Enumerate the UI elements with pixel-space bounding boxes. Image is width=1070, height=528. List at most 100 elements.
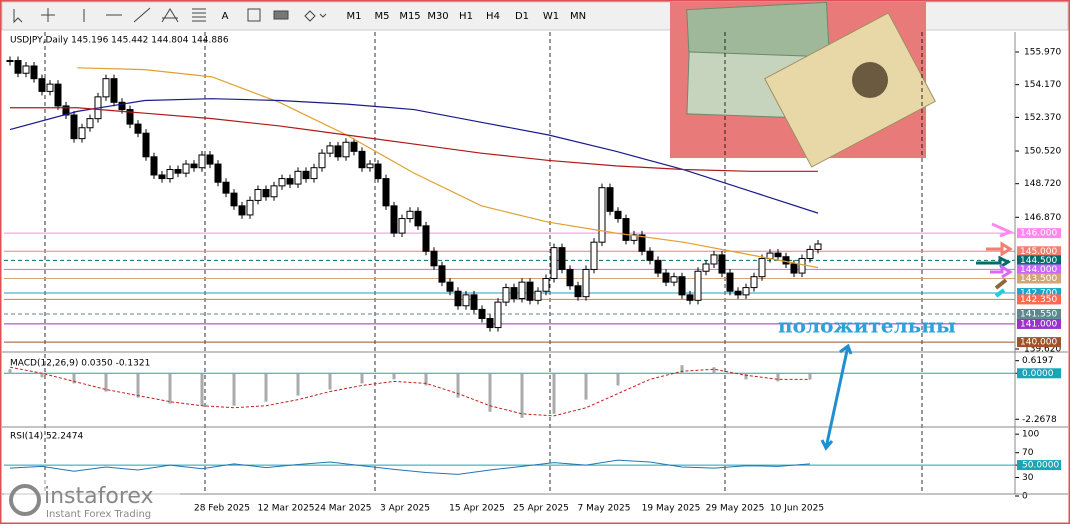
candle [382, 174, 390, 210]
candle-body [566, 268, 574, 287]
candle [334, 141, 342, 161]
candle [582, 265, 590, 301]
candle [534, 287, 542, 305]
date-label: 24 Mar 2025 [314, 504, 371, 514]
candle-body [462, 294, 470, 307]
candle [230, 189, 238, 210]
price-label: 154.170 [1024, 80, 1061, 90]
level-label: 142.350 [1020, 295, 1057, 305]
rect-icon[interactable] [273, 10, 289, 20]
date-label: 25 Apr 2025 [513, 504, 569, 514]
fibo-grid-icon[interactable] [192, 8, 206, 22]
text-tool[interactable]: A [222, 11, 229, 22]
fibo-icon[interactable] [161, 8, 179, 23]
candle [278, 174, 286, 190]
candle-body [542, 278, 550, 292]
timeframe-button[interactable]: H1 [459, 11, 473, 22]
candle [566, 265, 574, 290]
candle [174, 165, 182, 178]
candle-body [278, 178, 286, 187]
level-label: 140.000 [1020, 338, 1057, 348]
crosshair-icon[interactable] [41, 8, 55, 22]
candle [86, 114, 94, 132]
candle-body [758, 258, 766, 278]
candle [54, 80, 62, 110]
candle [630, 230, 638, 245]
level-tag [1017, 228, 1061, 239]
price-label: 155.970 [1024, 47, 1061, 57]
candle [214, 160, 222, 187]
candle [734, 287, 742, 299]
candle [502, 283, 510, 307]
date-label: 15 Apr 2025 [449, 504, 505, 514]
candle-body [598, 187, 606, 243]
timeframe-button[interactable]: M15 [399, 11, 420, 22]
candle-body [158, 174, 166, 180]
candle [78, 123, 86, 143]
candle-body [166, 169, 174, 180]
timeframe-button[interactable]: W1 [543, 11, 559, 22]
candle [702, 259, 710, 276]
cursor-icon[interactable] [13, 9, 23, 24]
timeframe-button[interactable]: M30 [427, 11, 448, 22]
candle-body [742, 287, 750, 296]
level-tag [1017, 273, 1061, 284]
candle [590, 238, 598, 274]
candle-body [110, 78, 118, 103]
candle-body [694, 270, 702, 301]
level-tag [1017, 294, 1061, 305]
timeframe-button[interactable]: D1 [515, 11, 529, 22]
candle-body [150, 156, 158, 176]
candle [110, 74, 118, 107]
candle-body [814, 243, 822, 250]
moving-average [10, 107, 818, 172]
date-label: 28 Feb 2025 [194, 504, 250, 514]
pane-tag [1017, 368, 1061, 379]
candle [798, 254, 806, 278]
candle-body [798, 258, 806, 274]
level-label: 144.000 [1020, 265, 1057, 275]
main-chart: 155.970 154.170 152.370 150.520 148.720 146.8… [4, 32, 1061, 514]
candle [510, 283, 518, 303]
candle [574, 281, 582, 301]
candle [422, 221, 430, 256]
trendline-icon[interactable] [133, 7, 151, 23]
moving-average [77, 67, 819, 269]
candle [542, 274, 550, 296]
level-label: 144.500 [1020, 256, 1057, 266]
candle-body [46, 83, 54, 92]
candle-body [510, 287, 518, 299]
candle-body [806, 248, 814, 260]
candle-body [262, 189, 270, 198]
candle [342, 138, 350, 161]
candle-body [6, 60, 14, 63]
candle [38, 74, 46, 96]
candle [46, 80, 54, 96]
candle-body [622, 218, 630, 241]
annotation-arrow [820, 343, 853, 451]
candle [166, 165, 174, 183]
annotation: положительны [778, 314, 956, 338]
shapes-icon[interactable] [304, 10, 327, 22]
candle-body [390, 205, 398, 234]
candle-body [670, 276, 678, 283]
candle-body [582, 268, 590, 298]
date-label: 29 May 2025 [706, 504, 765, 514]
watermark-tagline: Instant Forex Trading [46, 509, 151, 520]
candle [438, 261, 446, 287]
candle-body [686, 294, 694, 301]
candle [686, 290, 694, 305]
candle [758, 254, 766, 281]
level-label: 145.000 [1020, 247, 1057, 257]
timeframe-button[interactable]: M1 [347, 11, 362, 22]
timeframe-button[interactable]: MN [570, 11, 586, 22]
watermark: instaforex Instant Forex Trading [4, 480, 180, 522]
candle [406, 207, 414, 223]
candle [150, 152, 158, 179]
candle [678, 272, 686, 299]
candle-body [126, 109, 134, 125]
timeframe-button[interactable]: M5 [375, 11, 390, 22]
label-icon[interactable] [247, 8, 261, 22]
timeframe-button[interactable]: H4 [486, 11, 500, 22]
level-tag [1017, 264, 1061, 275]
